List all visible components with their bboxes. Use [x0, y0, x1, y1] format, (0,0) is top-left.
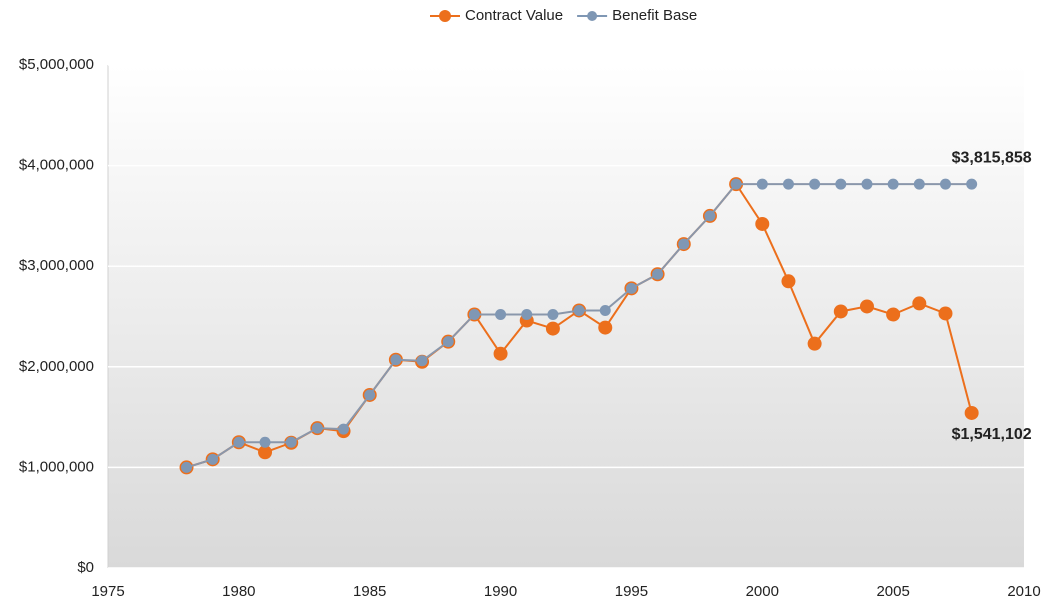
point	[861, 178, 873, 190]
point	[913, 178, 925, 190]
x-tick-label: 1985	[353, 583, 386, 600]
point	[338, 423, 350, 435]
point	[756, 178, 768, 190]
plot-background	[108, 65, 1024, 568]
point	[886, 307, 901, 322]
point	[495, 308, 507, 320]
point	[964, 405, 979, 420]
x-tick-label: 2000	[746, 583, 779, 600]
point	[573, 304, 585, 316]
point	[311, 422, 323, 434]
y-tick-label: $2,000,000	[19, 358, 94, 375]
data-label: $1,541,102	[952, 426, 1032, 443]
point	[442, 336, 454, 348]
point	[835, 178, 847, 190]
legend-label: Contract Value	[465, 7, 563, 24]
x-tick-label: 1980	[222, 583, 255, 600]
x-tick-label: 1990	[484, 583, 517, 600]
point	[833, 304, 848, 319]
point	[468, 308, 480, 320]
point	[545, 321, 560, 336]
point	[599, 304, 611, 316]
y-tick-label: $3,000,000	[19, 257, 94, 274]
point	[809, 178, 821, 190]
point	[416, 355, 428, 367]
x-tick-label: 2010	[1007, 583, 1040, 600]
point	[259, 436, 271, 448]
point	[364, 389, 376, 401]
point	[233, 436, 245, 448]
point	[678, 238, 690, 250]
x-tick-label: 1975	[91, 583, 124, 600]
point	[730, 178, 742, 190]
point	[912, 296, 927, 311]
point	[207, 453, 219, 465]
point	[704, 210, 716, 222]
legend-marker	[587, 11, 598, 21]
legend-marker	[439, 10, 451, 22]
y-tick-label: $5,000,000	[19, 56, 94, 73]
point	[859, 299, 874, 314]
point	[493, 346, 508, 361]
point	[781, 274, 796, 289]
point	[625, 282, 637, 294]
point	[285, 436, 297, 448]
point	[521, 308, 533, 320]
point	[258, 445, 273, 460]
point	[938, 306, 953, 321]
point	[181, 461, 193, 473]
y-tick-label: $0	[77, 559, 94, 576]
data-label: $3,815,858	[952, 149, 1032, 166]
y-tick-label: $4,000,000	[19, 157, 94, 174]
point	[755, 216, 770, 231]
y-tick-label: $1,000,000	[19, 458, 94, 475]
point	[390, 354, 402, 366]
point	[782, 178, 794, 190]
point	[939, 178, 951, 190]
point	[652, 268, 664, 280]
point	[966, 178, 978, 190]
x-tick-label: 1995	[615, 583, 648, 600]
point	[598, 320, 613, 335]
x-tick-label: 2005	[876, 583, 909, 600]
point	[887, 178, 899, 190]
point	[547, 308, 559, 320]
point	[807, 336, 822, 351]
legend-label: Benefit Base	[612, 7, 697, 24]
